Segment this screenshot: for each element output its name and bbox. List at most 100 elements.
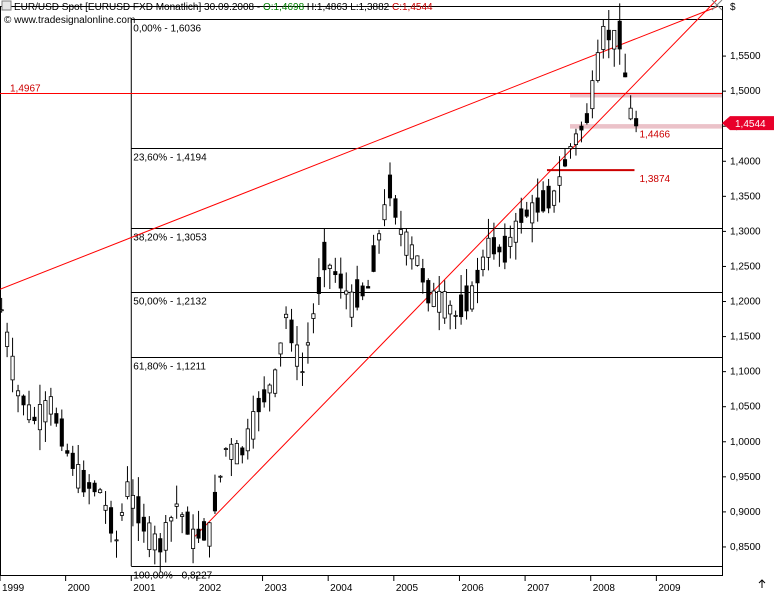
candle-down	[212, 491, 217, 512]
candle-up	[207, 522, 212, 547]
shaded-zone	[570, 92, 722, 98]
candle-up	[327, 264, 332, 269]
last-price-label: 1,4544	[735, 119, 766, 130]
x-axis-tick-label: 2006	[461, 583, 484, 593]
x-axis-tick-label: 2005	[396, 583, 419, 593]
chart-title-part: H:1,4863 L:1,3882	[307, 2, 392, 13]
y-axis-tick-label: 1,5500	[730, 51, 761, 62]
watermark: © www.tradesignalonline.com	[4, 15, 135, 26]
candle-up	[130, 494, 135, 509]
trendline	[191, 0, 717, 541]
candle-down	[579, 125, 584, 131]
candle-up	[442, 291, 447, 319]
candle-up	[234, 443, 239, 465]
candle-up	[223, 448, 228, 450]
candle-down	[355, 279, 360, 308]
candle-up	[125, 481, 130, 497]
candle-down	[497, 246, 502, 253]
x-axis-tick-label: 1999	[2, 583, 25, 593]
candle-up	[344, 290, 349, 295]
candle-down	[136, 496, 141, 524]
candle-up	[453, 314, 458, 317]
fibonacci-level-label: 38,20% - 1,3053	[133, 233, 207, 244]
candle-down	[322, 241, 327, 271]
candle-up	[147, 522, 152, 551]
candle-up	[273, 369, 278, 394]
candle-up	[5, 331, 10, 347]
y-axis-tick-label: 1,3000	[730, 226, 761, 237]
candle-up	[174, 503, 179, 507]
candle-down	[108, 507, 114, 534]
candle-down	[262, 389, 267, 403]
candle-up	[284, 313, 289, 319]
candle-up	[557, 176, 562, 186]
candle-down	[387, 174, 393, 199]
close-icon	[711, 0, 723, 11]
x-axis-tick-label: 2009	[658, 583, 681, 593]
candle-up	[415, 255, 420, 266]
candle-down	[87, 482, 92, 489]
candle-up	[590, 80, 595, 110]
candle-down	[541, 190, 546, 212]
annotation-label: 1,4466	[639, 130, 670, 141]
candle-up	[16, 390, 21, 397]
chart-title-part: C:1,4544	[392, 2, 433, 13]
x-axis-tick-label: 2004	[330, 583, 353, 593]
chart-title: EUR/USD Spot [EURUSD FXD Monatlich] 30.0…	[14, 2, 433, 13]
candle-down	[459, 294, 464, 318]
candle-up	[43, 400, 48, 423]
candle-up	[294, 344, 300, 367]
y-axis-tick-label: 1,0000	[730, 437, 761, 448]
candle-up	[573, 133, 578, 145]
y-axis-unit: $	[730, 2, 736, 13]
candle-up	[37, 404, 42, 431]
candle-down	[185, 511, 190, 535]
candle-up	[0, 309, 4, 312]
candle-down	[92, 482, 97, 493]
candle-up	[530, 202, 535, 224]
candle-up	[180, 514, 185, 517]
candle-down	[546, 185, 551, 209]
candle-down	[623, 72, 628, 78]
candle-down	[535, 197, 540, 213]
candle-down	[65, 450, 70, 454]
chart-title-part: O:1,4698	[263, 2, 307, 13]
candle-down	[201, 521, 207, 541]
candle-up	[98, 489, 103, 493]
annotation-label: 1,3874	[639, 174, 670, 185]
candle-down	[464, 285, 469, 312]
candle-up	[48, 396, 53, 415]
candle-up	[508, 236, 513, 247]
y-axis-tick-label: 1,3500	[730, 191, 761, 202]
fibonacci-level-label: 61,80% - 1,1211	[133, 362, 206, 373]
candle-down	[617, 20, 622, 50]
fibonacci-level-label: 0,00% - 1,6036	[133, 24, 201, 35]
candle-up	[251, 411, 256, 440]
candle-up	[300, 371, 305, 374]
candle-down	[606, 29, 611, 41]
candle-up	[305, 342, 310, 346]
candle-up	[245, 428, 250, 452]
arrow-up-icon	[758, 579, 766, 588]
candle-down	[393, 198, 398, 218]
y-axis-tick-label: 1,5000	[730, 86, 761, 97]
candle-down	[519, 208, 524, 223]
candle-up	[409, 244, 414, 260]
chart-title-part: EUR/USD Spot [EURUSD FXD Monatlich] 30.0…	[14, 2, 263, 13]
candle-down	[289, 319, 294, 344]
candle-up	[382, 204, 387, 221]
candle-up	[152, 533, 157, 551]
candle-down	[240, 447, 245, 456]
horizontal-level-label: 1,4967	[10, 83, 41, 94]
x-axis-tick-label: 2001	[133, 583, 156, 593]
x-axis-tick-label: 2000	[68, 583, 91, 593]
candle-up	[448, 304, 453, 315]
x-axis-tick-label: 2003	[265, 583, 288, 593]
candle-up	[119, 512, 125, 516]
candle-down	[59, 418, 64, 447]
candle-up	[163, 522, 168, 551]
candle-down	[634, 118, 639, 127]
candle-down	[524, 209, 529, 217]
candle-down	[360, 285, 365, 297]
candle-up	[431, 290, 436, 307]
